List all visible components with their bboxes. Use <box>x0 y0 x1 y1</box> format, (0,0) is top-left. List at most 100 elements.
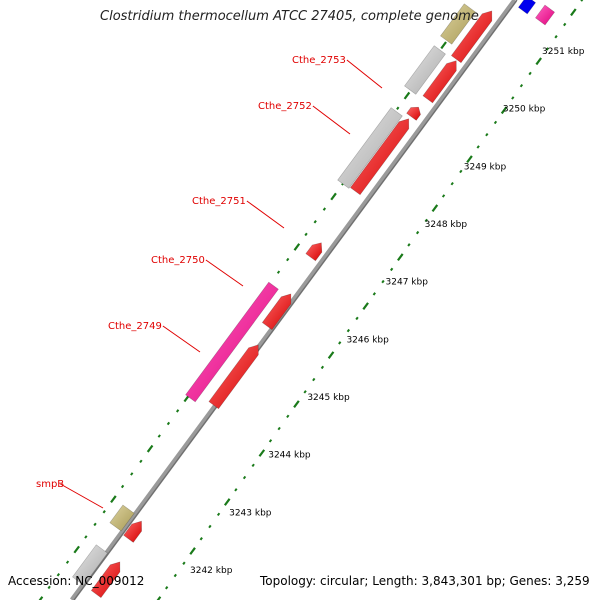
scale-tick-label: 3243 kbp <box>229 508 272 518</box>
track-tick <box>493 120 498 125</box>
scale-tick-label: 3248 kbp <box>425 220 468 230</box>
track-tick <box>234 488 238 492</box>
track-tick <box>440 41 447 50</box>
gene-cthe-2753 <box>422 60 457 104</box>
track-tick <box>397 253 404 262</box>
scale-tick-label: 3244 kbp <box>268 451 311 461</box>
scale-label-group: 3242 kbp 3243 kbp 3244 kbp 3245 kbp 3246 kbp… <box>190 47 585 576</box>
track-tick <box>431 204 439 213</box>
track-tick <box>407 243 411 247</box>
track-tick <box>173 573 177 578</box>
track-tick <box>293 400 300 408</box>
topology-text: Topology: circular; Length: 3,843,301 bp… <box>260 574 590 588</box>
gene-features <box>72 0 555 599</box>
track-tick <box>175 409 180 413</box>
scale-tick-label: 3251 kbp <box>542 47 585 57</box>
track-tick <box>372 292 376 296</box>
gene-label: Cthe_2751 <box>192 196 246 207</box>
gene-cthe-2749 <box>208 344 259 410</box>
gene-pink-long <box>185 281 279 403</box>
track-tick <box>242 475 247 480</box>
track-tick <box>47 585 51 590</box>
track-tick <box>84 535 88 539</box>
track-tick <box>485 132 489 137</box>
track-tick <box>130 472 134 476</box>
track-tick <box>362 302 369 310</box>
track-tick <box>466 155 473 164</box>
track-tick <box>93 522 97 527</box>
track-tick <box>570 8 577 17</box>
track-tick <box>389 267 394 272</box>
track-tick <box>157 434 161 438</box>
gene-cthe-2750 <box>261 293 292 331</box>
track-tick <box>563 22 567 27</box>
label-leader-line <box>346 59 383 89</box>
track-tick <box>545 47 550 51</box>
track-tick <box>535 57 542 66</box>
genome-backbone <box>69 0 518 600</box>
track-tick <box>441 194 446 198</box>
track-tick <box>330 192 337 201</box>
track-tick <box>65 560 70 564</box>
track-tick <box>120 484 125 489</box>
track-tick <box>459 169 463 174</box>
track-tick <box>322 207 327 211</box>
gene-label-group: Cthe_2753 Cthe_2752 Cthe_2751 Cthe_2750 Cthe… <box>36 55 383 509</box>
scale-tick-label: 3247 kbp <box>386 278 429 288</box>
track-tick <box>182 561 186 565</box>
gene-label: smpB <box>36 479 64 490</box>
gene-gray-mid <box>337 107 403 189</box>
gene-red-bottom <box>90 561 121 599</box>
track-tick <box>304 232 308 237</box>
track-tick <box>286 257 290 262</box>
track-tick <box>313 220 317 224</box>
track-tick <box>223 498 231 506</box>
gene-blue-corner <box>517 0 537 15</box>
gene-red-top <box>450 10 493 64</box>
track-tick <box>320 365 325 370</box>
track-tick <box>511 96 515 100</box>
track-tick <box>73 545 80 554</box>
track-tick <box>381 279 385 284</box>
label-leader-line <box>60 483 104 509</box>
track-tick <box>346 328 351 333</box>
track-tick <box>277 426 281 431</box>
gene-label: Cthe_2752 <box>258 101 312 112</box>
track-tick <box>276 270 281 274</box>
label-leader-line <box>162 325 201 353</box>
gene-pink-corner <box>535 4 555 26</box>
track-tick <box>110 495 117 504</box>
track-tick <box>216 512 221 517</box>
track-tick <box>268 439 273 443</box>
track-tick <box>519 83 524 88</box>
gene-gray-upper <box>404 45 446 95</box>
track-tick <box>166 421 171 426</box>
gene-label: Cthe_2750 <box>151 255 205 266</box>
track-tick <box>554 35 558 39</box>
track-tick <box>293 243 301 251</box>
track-tick <box>189 547 196 555</box>
gene-gray-bottom <box>72 544 108 586</box>
gene-cthe-2752 <box>350 118 410 196</box>
track-tick <box>415 230 420 235</box>
track-tick <box>327 351 335 359</box>
gene-smpb <box>109 504 135 532</box>
scale-tick-label: 3249 kbp <box>464 162 507 172</box>
gene-tan-top <box>440 3 476 45</box>
gene-red-lower <box>123 520 142 543</box>
track-tick <box>286 414 290 419</box>
gene-label: Cthe_2753 <box>292 55 346 66</box>
track-tick <box>199 537 203 541</box>
track-tick <box>450 181 454 186</box>
track-tick <box>146 444 154 453</box>
genome-backbone-shade <box>73 0 518 600</box>
scale-tick-label: 3242 kbp <box>190 566 233 576</box>
track-tick <box>355 316 359 321</box>
track-tick <box>251 463 255 468</box>
label-leader-line <box>312 105 351 135</box>
gene-small-red <box>406 106 421 121</box>
track-tick <box>258 449 266 457</box>
track-tick <box>156 596 162 600</box>
track-tick <box>424 218 428 223</box>
